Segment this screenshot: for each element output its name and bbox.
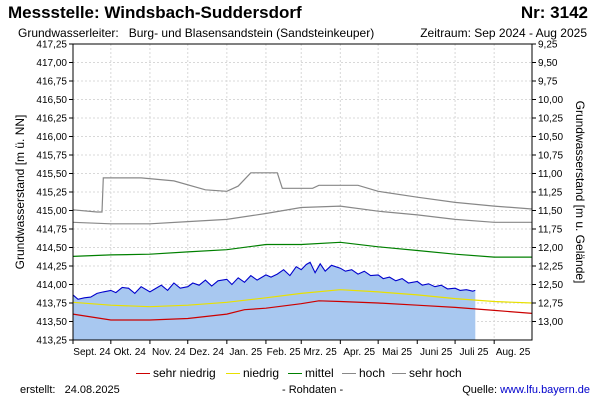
- aquifer-value: Burg- und Blasensandstein (Sandsteinkeup…: [128, 26, 375, 40]
- legend-swatch-mittel: [288, 372, 302, 374]
- legend-item-niedrig: niedrig: [226, 366, 279, 380]
- y-tick-label-right: 10,25: [538, 114, 563, 125]
- y-tick-label-right: 9,50: [538, 58, 558, 69]
- x-tick-label: Juni 25: [420, 347, 453, 358]
- y-tick-label-right: 11,50: [538, 206, 563, 217]
- legend-label-mittel: mittel: [305, 366, 334, 380]
- y-tick-label-right: 12,75: [538, 299, 563, 310]
- y-tick-label-left: 416,25: [36, 114, 67, 125]
- x-tick-label: Dez. 24: [189, 347, 224, 358]
- legend-swatch-sehr-hoch: [392, 372, 406, 374]
- source-label: Quelle:: [462, 384, 498, 396]
- y-tick-label-right: 11,00: [538, 169, 563, 180]
- series-line-niedrig: [72, 289, 533, 308]
- y-tick-label-left: 416,00: [36, 132, 67, 143]
- plot-frame: [72, 43, 533, 341]
- y-tick-label-right: 12,50: [538, 280, 563, 291]
- y-tick-label-left: 415,75: [36, 151, 67, 162]
- legend-item-sehr-niedrig: sehr niedrig: [136, 366, 216, 380]
- legend-label-niedrig: niedrig: [243, 366, 280, 380]
- y-tick-label-left: 414,75: [36, 225, 67, 236]
- y-tick-label-right: 10,75: [538, 151, 563, 162]
- y-tick-label-right: 13,00: [538, 317, 563, 328]
- y-tick-label-left: 414,25: [36, 262, 67, 273]
- legend-swatch-niedrig: [226, 372, 240, 374]
- y-tick-label-left: 413,75: [36, 299, 67, 310]
- series-line-sehr-niedrig: [72, 300, 533, 321]
- y-tick-label-left: 415,25: [36, 188, 67, 199]
- y-tick-label-right: 11,25: [538, 188, 563, 199]
- x-tick-label: Aug. 25: [496, 347, 531, 358]
- y-tick-label-right: 10,00: [538, 95, 563, 106]
- y-tick-label-left: 414,50: [36, 243, 67, 254]
- x-tick-label: Apr. 25: [343, 347, 375, 358]
- y-tick-label-left: 415,00: [36, 206, 67, 217]
- legend-label-sehr-niedrig: sehr niedrig: [153, 366, 216, 380]
- y-axis-label-left: Grundwasserstand [m ü. NN]: [13, 115, 27, 270]
- legend-item-sehr-hoch: sehr hoch: [392, 366, 462, 380]
- station-title: Messstelle: Windsbach-Suddersdorf: [8, 3, 302, 22]
- y-axis-label-right: Grundwasserstand [m u. Gelände]: [573, 101, 587, 284]
- x-tick-label: Okt. 24: [114, 347, 147, 358]
- created-label: erstellt:: [20, 384, 56, 396]
- x-tick-label: Juli 25: [460, 347, 489, 358]
- created-info: erstellt: 24.08.2025: [20, 384, 120, 396]
- station-number: Nr: 3142: [520, 3, 588, 22]
- y-tick-label-right: 12,25: [538, 262, 563, 273]
- y-tick-label-left: 416,75: [36, 77, 67, 88]
- y-tick-label-left: 413,25: [36, 336, 67, 347]
- legend-label-hoch: hoch: [359, 366, 386, 380]
- x-tick-label: Mai 25: [382, 347, 412, 358]
- x-tick-label: Jan. 25: [229, 347, 262, 358]
- x-tick-label: Mrz. 25: [303, 347, 337, 358]
- x-tick-label: Sept. 24: [73, 347, 111, 358]
- y-tick-label-right: 9,25: [538, 40, 558, 51]
- y-tick-label-left: 414,00: [36, 280, 67, 291]
- y-tick-label-left: 417,00: [36, 58, 67, 69]
- legend-label-sehr-hoch: sehr hoch: [409, 366, 462, 380]
- legend-item-mittel: mittel: [288, 366, 334, 380]
- x-tick-label: Feb. 25: [267, 347, 301, 358]
- legend-item-hoch: hoch: [342, 366, 385, 380]
- y-tick-label-left: 417,25: [36, 40, 67, 51]
- source-link[interactable]: www.lfu.bayern.de: [500, 384, 590, 396]
- y-tick-label-left: 413,50: [36, 317, 67, 328]
- series-line-mittel: [72, 241, 532, 258]
- raw-data-note: - Rohdaten -: [282, 384, 344, 396]
- legend-swatch-sehr-niedrig: [136, 372, 150, 374]
- y-tick-label-right: 11,75: [538, 225, 563, 236]
- y-tick-label-right: 10,50: [538, 132, 563, 143]
- y-tick-label-left: 416,50: [36, 95, 67, 106]
- period-label: Zeitraum: Sep 2024 - Aug 2025: [420, 26, 587, 40]
- aquifer-info: Grundwasserleiter: Burg- und Blasensands…: [18, 26, 374, 40]
- measurement-line: [72, 261, 476, 300]
- chart-legend: sehr niedrig niedrig mittel hoch sehr ho…: [0, 366, 600, 382]
- created-date: 24.08.2025: [64, 384, 120, 396]
- source-info: Quelle: www.lfu.bayern.de: [462, 384, 590, 396]
- aquifer-label: Grundwasserleiter:: [18, 26, 119, 40]
- y-tick-label-right: 12,00: [538, 243, 563, 254]
- x-tick-label: Nov. 24: [152, 347, 186, 358]
- legend-swatch-hoch: [342, 372, 356, 374]
- y-tick-label-left: 415,50: [36, 169, 67, 180]
- series-line-hoch: [72, 205, 532, 225]
- y-tick-label-right: 9,75: [538, 77, 558, 88]
- series-line-sehr-hoch: [72, 172, 533, 213]
- measurement-area: [73, 262, 476, 340]
